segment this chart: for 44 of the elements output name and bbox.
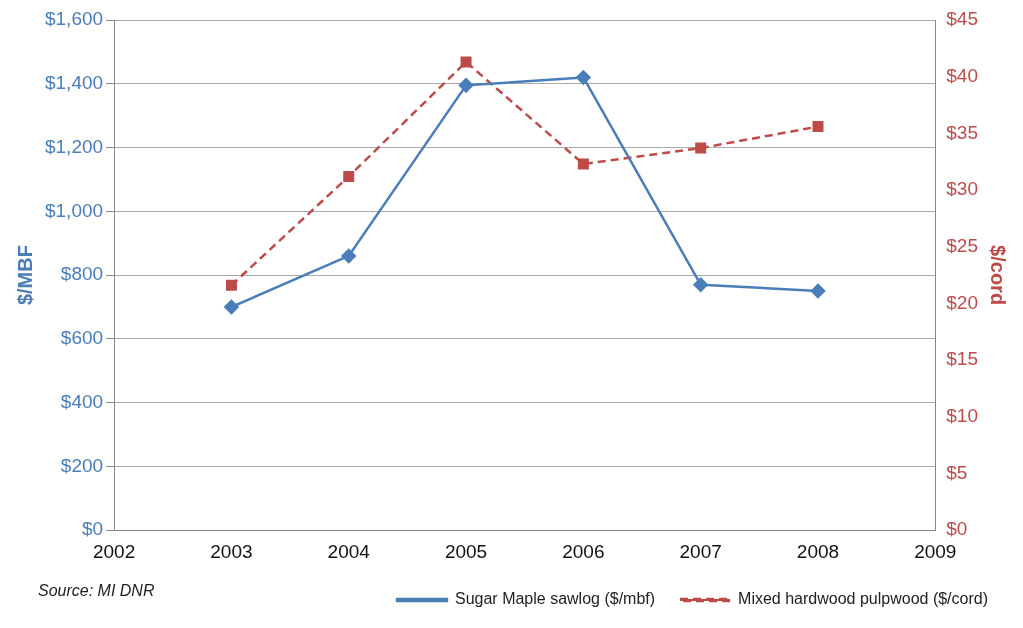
y-tick-label: $1,600 xyxy=(44,8,104,30)
y-tick-label: $0 xyxy=(81,518,104,540)
y2-tick-label: $15 xyxy=(946,348,978,370)
y2-tick-label: $35 xyxy=(946,121,978,143)
y-tick-label: $800 xyxy=(60,263,104,285)
x-tick-label: 2004 xyxy=(327,540,371,562)
x-tick-label: 2006 xyxy=(562,540,605,562)
point xyxy=(460,56,472,68)
y2-tick-label: $5 xyxy=(946,461,968,483)
x-tick-label: 2009 xyxy=(914,540,957,562)
y2-axis-title: $/cord xyxy=(987,245,1010,306)
point xyxy=(810,283,826,299)
y-tick-label: $400 xyxy=(60,390,104,412)
y-tick-label: $200 xyxy=(60,454,104,476)
x-tick-label: 2007 xyxy=(679,540,722,562)
x-tick-label: 2005 xyxy=(444,540,488,562)
x-tick-label: 2003 xyxy=(210,540,253,562)
y2-tick-label: $20 xyxy=(946,291,978,313)
legend-label: Mixed hardwood pulpwood ($/cord) xyxy=(738,590,989,608)
y-tick-label: $600 xyxy=(60,327,104,349)
y-tick-label: $1,000 xyxy=(44,199,104,221)
y2-tick-label: $45 xyxy=(946,8,978,30)
point xyxy=(695,142,707,154)
y2-tick-label: $10 xyxy=(946,405,978,427)
point xyxy=(225,279,237,291)
y2-tick-label: $25 xyxy=(946,234,978,256)
point xyxy=(577,158,589,170)
y2-tick-label: $0 xyxy=(946,518,968,540)
point xyxy=(341,248,356,264)
point xyxy=(458,78,474,93)
x-tick-label: 2008 xyxy=(796,540,840,562)
y-axis-title: $/MBF xyxy=(13,245,36,306)
y-tick-label: $1,400 xyxy=(44,72,104,94)
y-tick-label: $1,200 xyxy=(44,135,104,157)
point xyxy=(693,277,708,292)
point xyxy=(576,70,591,85)
x-tick-label: 2002 xyxy=(92,540,136,562)
y2-tick-label: $30 xyxy=(946,178,978,200)
point xyxy=(224,299,239,315)
legend-label: Sugar Maple sawlog ($/mbf) xyxy=(455,590,656,608)
point xyxy=(343,170,355,182)
point xyxy=(812,121,824,133)
source-note: Source: MI DNR xyxy=(38,582,155,600)
y2-tick-label: $40 xyxy=(946,64,978,86)
